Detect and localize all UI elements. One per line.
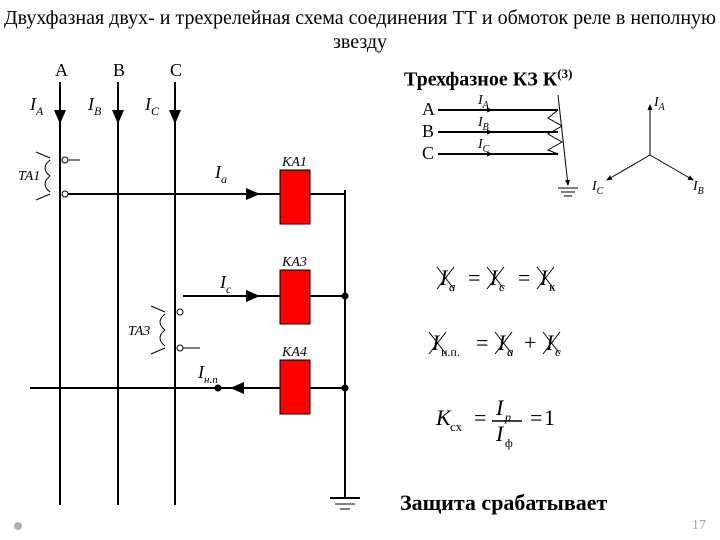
eq3: Kсх = Ip Iф = 1 [435,395,555,450]
svg-text:1: 1 [544,405,555,430]
ic-label: IC [144,94,160,118]
svg-text:=: = [518,265,530,290]
svg-text:сх: сх [450,419,463,434]
svg-text:I: I [439,265,449,290]
ka4-label: KA4 [281,345,307,360]
inp-relay-label: Iн.п [197,362,218,386]
phasor-ia: IA [653,95,666,113]
ta1-label: TA1 [18,169,40,184]
svg-text:ф: ф [505,436,513,450]
eq2-ia: Ia [495,330,514,359]
svg-text:I: I [431,330,441,355]
eq1-ik: Iк [537,265,556,294]
phase-b-label: B [113,60,125,80]
ka3-label: KA3 [281,255,307,270]
svg-text:I: I [545,330,555,355]
rt-b: B [422,121,434,141]
ib-label: IB [87,94,102,118]
ia-label: IA [29,94,44,118]
eq1-ic: Ic [487,265,505,294]
svg-text:p: p [504,410,511,424]
rt-ic: IC [477,137,490,155]
rt-ia: IA [477,93,490,111]
svg-text:I: I [497,330,507,355]
left-schematic: A B C IA IB IC TA1 TA3 KA1 [18,60,360,509]
svg-text:=: = [476,330,488,355]
right-top-fault: A B C IA IB IC [422,93,578,196]
relay-ka4 [280,360,310,414]
eq2-lhs: Iн.п. [429,330,460,359]
phase-a-label: A [55,60,68,80]
svg-text:+: + [524,330,536,355]
phasor-ib: IB [692,179,704,197]
ka1-label: KA1 [281,155,307,170]
relay-ka3 [280,270,310,324]
svg-text:I: I [539,265,549,290]
svg-text:I: I [495,421,505,446]
ta3-label: TA3 [128,324,150,339]
relay-ka1 [280,170,310,224]
ia-relay-label: Ia [214,162,227,186]
ic-relay-label: Ic [219,272,232,296]
rt-ib: IB [477,115,489,133]
svg-text:I: I [495,395,505,420]
svg-text:=: = [468,265,480,290]
phase-c-label: C [170,60,182,80]
phasor-diagram: IA IB IC [591,95,704,197]
svg-text:=: = [474,405,486,430]
eq2-ic2: Iс [543,330,561,359]
rt-a: A [422,99,435,119]
rt-c: C [422,143,434,163]
eq1-ia: Ia [437,265,456,294]
svg-text:I: I [489,265,499,290]
equations: Ia = Ic = Iк Iн.п. = Ia [429,265,561,450]
diagram-svg: A B C IA IB IC TA1 TA3 KA1 [0,0,720,540]
svg-text:=: = [530,405,542,430]
phasor-ic: IC [591,179,604,197]
